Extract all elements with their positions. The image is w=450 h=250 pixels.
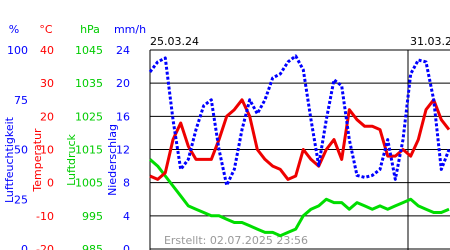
y-tick-label: -20 [36,243,54,250]
axis-unit: % [9,23,19,36]
axis-unit: mm/h [114,23,146,36]
axis-title: Niederschlag [106,124,119,196]
y-tick-label: 995 [82,210,103,223]
y-tick-label: 1015 [75,144,103,157]
y-tick-label: 985 [82,243,103,250]
y-tick-label: 50 [14,144,28,157]
axis-title: Luftdruck [65,133,78,185]
y-tick-label: 16 [116,110,130,123]
axis-title: Temperatur [31,128,44,193]
y-tick-label: 25 [14,193,28,206]
y-tick-label: 1025 [75,110,103,123]
y-tick-label: 75 [14,94,28,107]
series-line [149,98,450,181]
axis-unit: °C [39,23,53,36]
axis-unit: hPa [80,23,100,36]
y-tick-label: 10 [40,144,54,157]
y-tick-label: 20 [116,77,130,90]
y-tick-label: 24 [116,44,130,57]
y-tick-label: 1005 [75,177,103,190]
y-tick-label: 0 [47,177,54,190]
y-tick-label: 40 [40,44,54,57]
y-tick-label: 0 [123,243,130,250]
y-tick-label: 30 [40,77,54,90]
y-tick-label: 1045 [75,44,103,57]
y-tick-label: 20 [40,110,54,123]
y-tick-label: 1035 [75,77,103,90]
created-note: Erstellt: 02.07.2025 23:56 [164,234,308,247]
y-tick-label: 12 [116,144,130,157]
axis-title: Luftfeuchtigkeit [3,116,16,203]
y-tick-label: -10 [36,210,54,223]
y-tick-label: 0 [21,243,28,250]
y-tick-label: 100 [7,44,28,57]
start-date: 25.03.24 [150,35,199,48]
series-line [148,54,450,187]
y-tick-label: 4 [123,210,130,223]
end-date: 31.03.24 [410,35,450,48]
series-line [149,158,450,238]
y-tick-label: 8 [123,177,130,190]
